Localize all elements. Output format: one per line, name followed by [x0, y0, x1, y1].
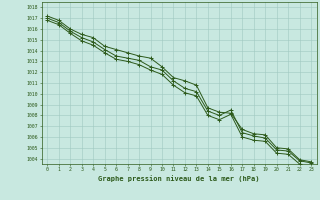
X-axis label: Graphe pression niveau de la mer (hPa): Graphe pression niveau de la mer (hPa)	[99, 175, 260, 182]
